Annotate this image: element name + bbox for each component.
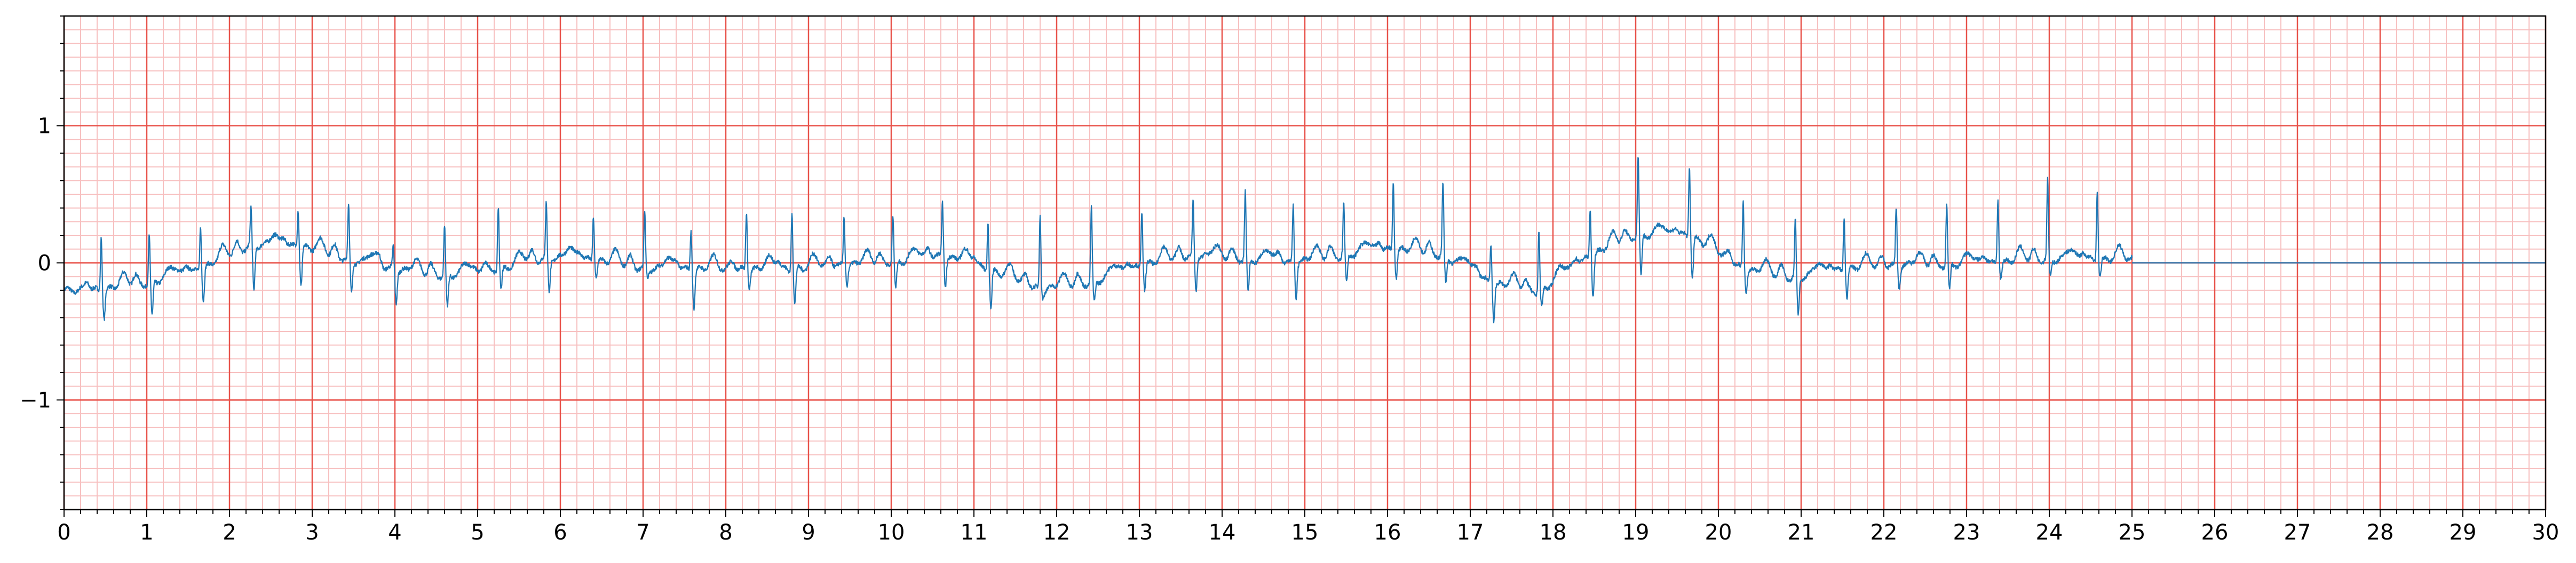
x-tick-label: 25 bbox=[2119, 520, 2146, 545]
x-tick-label: 19 bbox=[1622, 520, 1650, 545]
x-tick-label: 20 bbox=[1705, 520, 1732, 545]
y-axis-ticks: −1 0 1 bbox=[20, 15, 64, 510]
x-tick-label: 29 bbox=[2450, 520, 2477, 545]
x-tick-label: 14 bbox=[1209, 520, 1236, 545]
x-tick-label: 26 bbox=[2201, 520, 2229, 545]
signal-trace-group bbox=[63, 157, 2546, 323]
x-tick-label: 13 bbox=[1126, 520, 1153, 545]
x-tick-label: 6 bbox=[553, 520, 567, 545]
signal-trace bbox=[63, 157, 2133, 323]
y-tick-label: 0 bbox=[38, 251, 51, 276]
x-tick-label: 28 bbox=[2367, 520, 2394, 545]
x-tick-label: 22 bbox=[1870, 520, 1898, 545]
x-tick-label: 17 bbox=[1457, 520, 1484, 545]
x-tick-label: 11 bbox=[961, 520, 988, 545]
x-tick-label: 7 bbox=[636, 520, 649, 545]
x-tick-label: 0 bbox=[57, 520, 70, 545]
x-tick-label: 12 bbox=[1043, 520, 1071, 545]
x-axis-ticks: 0 1 2 3 4 5 6 7 8 9 10 11 12 13 14 15 16 17 18 19 20 21 22 23 24… bbox=[57, 510, 2559, 545]
x-tick-label: 16 bbox=[1374, 520, 1401, 545]
x-tick-label: 9 bbox=[802, 520, 815, 545]
y-tick-label: −1 bbox=[20, 388, 51, 413]
x-tick-label: 2 bbox=[223, 520, 236, 545]
x-tick-label: 15 bbox=[1291, 520, 1319, 545]
y-tick-label: 1 bbox=[38, 114, 51, 139]
x-tick-label: 18 bbox=[1540, 520, 1567, 545]
x-tick-label: 5 bbox=[471, 520, 484, 545]
x-tick-label: 8 bbox=[719, 520, 732, 545]
x-tick-label: 23 bbox=[1953, 520, 1980, 545]
x-tick-label: 1 bbox=[140, 520, 153, 545]
x-tick-label: 21 bbox=[1788, 520, 1815, 545]
x-tick-label: 24 bbox=[2036, 520, 2063, 545]
x-tick-label: 4 bbox=[388, 520, 401, 545]
x-tick-label: 30 bbox=[2532, 520, 2559, 545]
x-tick-label: 27 bbox=[2284, 520, 2311, 545]
x-tick-label: 3 bbox=[305, 520, 319, 545]
x-tick-label: 10 bbox=[878, 520, 905, 545]
